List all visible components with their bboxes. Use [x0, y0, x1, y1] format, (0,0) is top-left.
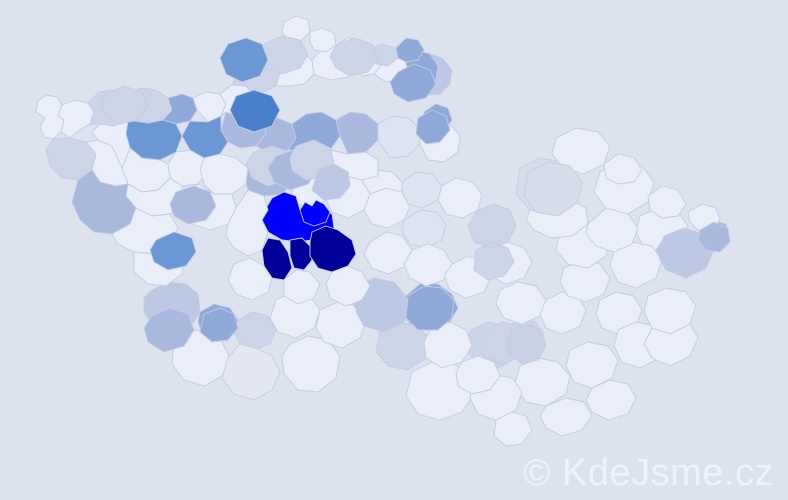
district-caslav[interactable]: [364, 232, 412, 274]
district-hodonin[interactable]: [514, 358, 570, 406]
district-sternberk[interactable]: [586, 208, 638, 252]
district-shade-s4[interactable]: [506, 324, 546, 364]
district-jicin[interactable]: [336, 112, 378, 154]
district-hotspot-se[interactable]: [284, 270, 320, 304]
district-shade-s2[interactable]: [406, 286, 454, 330]
district-shade-n3[interactable]: [230, 90, 280, 132]
district-rakovnik[interactable]: [200, 154, 248, 194]
district-shade-sw1[interactable]: [150, 232, 196, 270]
district-shade-c1[interactable]: [170, 186, 216, 224]
district-hlinsko[interactable]: [404, 244, 452, 286]
district-ceske-budejovice[interactable]: [222, 344, 280, 400]
district-chrudim[interactable]: [402, 210, 446, 248]
district-hotspot-ne[interactable]: [226, 190, 268, 256]
district-varnsdorf-tip[interactable]: [282, 16, 310, 42]
district-benesov[interactable]: [310, 226, 356, 272]
district-horni-lidec[interactable]: [644, 324, 698, 366]
district-jindrichuv-hradec[interactable]: [282, 336, 340, 392]
district-shade-c5[interactable]: [312, 164, 350, 200]
district-rymarov[interactable]: [604, 154, 642, 184]
district-shade-e4[interactable]: [474, 242, 514, 280]
copyright-icon: ©: [523, 452, 551, 493]
district-louny[interactable]: [182, 116, 228, 158]
district-south-edge-3[interactable]: [586, 380, 636, 420]
district-praha-jih[interactable]: [290, 238, 312, 270]
district-sokolov[interactable]: [58, 100, 94, 138]
district-uherske-hradiste[interactable]: [566, 342, 618, 388]
district-sluknov[interactable]: [310, 28, 336, 52]
district-shade-e1[interactable]: [524, 162, 582, 216]
district-beroun[interactable]: [300, 200, 330, 226]
watermark: © KdeJsme.cz: [523, 454, 774, 492]
district-pardubice[interactable]: [402, 172, 442, 208]
district-shade-n4[interactable]: [330, 38, 378, 76]
district-shade-s1[interactable]: [356, 288, 412, 332]
district-shade-w1[interactable]: [100, 86, 148, 124]
district-blansko[interactable]: [496, 282, 546, 324]
district-shade-e3[interactable]: [698, 222, 730, 252]
district-hradec-kralove[interactable]: [378, 116, 420, 158]
district-shade-n6[interactable]: [416, 110, 450, 144]
district-usti-nad-orlici[interactable]: [438, 178, 482, 218]
district-harrachov[interactable]: [396, 38, 424, 62]
district-moravsky-krumlov[interactable]: [456, 356, 500, 394]
district-south-edge-2[interactable]: [540, 398, 592, 436]
district-hotspot-s[interactable]: [228, 258, 272, 300]
district-shade-n5[interactable]: [390, 64, 436, 102]
district-shade-sw3[interactable]: [200, 308, 238, 342]
district-shade-n2[interactable]: [220, 38, 268, 82]
district-novy-jicin[interactable]: [610, 242, 662, 288]
district-shade-sw2[interactable]: [144, 308, 194, 352]
district-pisek[interactable]: [234, 312, 276, 350]
district-krnov[interactable]: [648, 186, 686, 218]
district-south-tip-1[interactable]: [494, 412, 532, 446]
district-shade-e2[interactable]: [656, 230, 708, 274]
watermark-text: KdeJsme.cz: [562, 452, 774, 494]
